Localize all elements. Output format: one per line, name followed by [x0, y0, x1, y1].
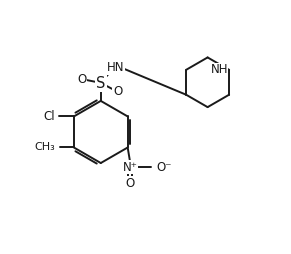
Text: O: O [77, 73, 87, 86]
Text: O: O [125, 177, 135, 190]
Text: N⁺: N⁺ [123, 161, 138, 174]
Text: O: O [113, 85, 122, 98]
Text: Cl: Cl [44, 110, 55, 123]
Text: NH: NH [210, 63, 228, 76]
Text: HN: HN [107, 61, 125, 74]
Text: CH₃: CH₃ [35, 142, 55, 152]
Text: S: S [96, 75, 105, 90]
Text: O⁻: O⁻ [156, 161, 172, 174]
